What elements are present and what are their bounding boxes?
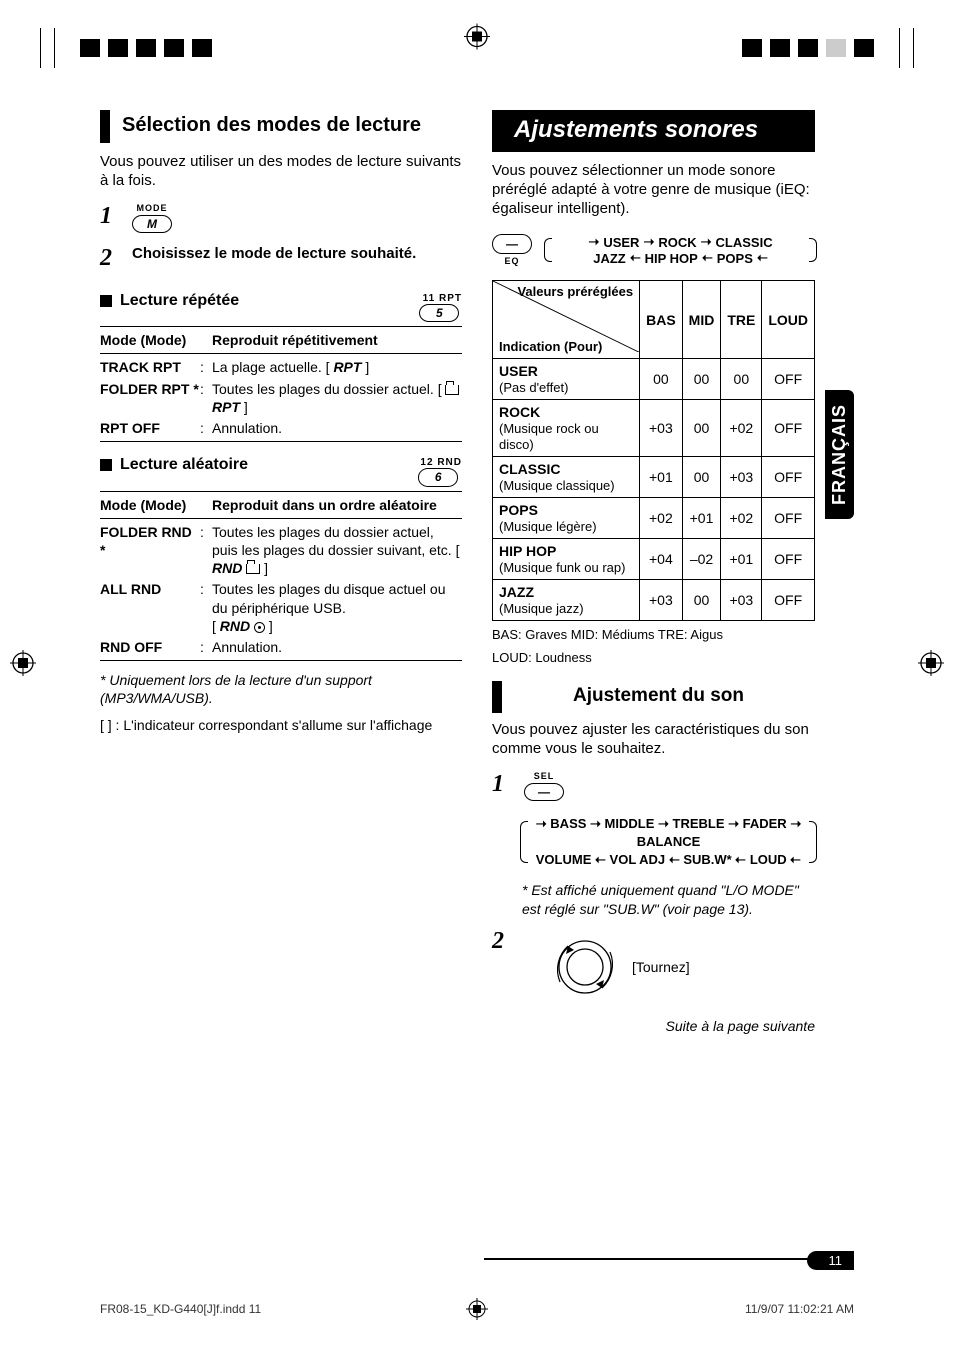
side-registration-icon (918, 650, 944, 679)
disc-icon (254, 622, 265, 633)
repeat-title: Lecture répétée (120, 292, 239, 309)
eq-preset-table: Valeurs préréglées Indication (Pour) BAS… (492, 280, 815, 621)
step-1: 1 MODE M (100, 203, 462, 233)
mode-button-graphic: MODE M (132, 203, 172, 233)
language-tab: FRANÇAIS (825, 390, 854, 519)
section-heading-playback-modes: Sélection des modes de lecture (100, 110, 462, 143)
table-row: ROCK(Musique rock ou disco)+0300+02OFF (493, 400, 815, 457)
table-row: RND OFF: Annulation. (100, 638, 462, 656)
heading-text: Sélection des modes de lecture (122, 114, 462, 137)
step-2-turn: 2 [Tournez] (492, 928, 815, 1002)
footer-left: FR08-15_KD-G440[J]f.indd 11 (100, 1302, 261, 1316)
table-row: FOLDER RPT *: Toutes les plages du dossi… (100, 380, 462, 416)
subsection-heading-adjust: Ajustement du son (492, 681, 815, 713)
step-2: 2 Choisissez le mode de lecture souhaité… (100, 245, 462, 272)
eq-cycle-diagram: — EQ ➝ USER➝ ROCK➝ CLASSIC JAZZ ➝ HIP HO… (492, 230, 815, 270)
table-row: ALL RND: Toutes les plages du disque act… (100, 580, 462, 635)
intro-text: Vous pouvez utiliser un des modes de lec… (100, 153, 462, 191)
table-row: RPT OFF: Annulation. (100, 419, 462, 437)
footnote-bracket: [ ] : L'indicateur correspondant s'allum… (100, 717, 462, 735)
diagonal-header: Valeurs préréglées Indication (Pour) (493, 281, 640, 359)
sub-intro: Vous pouvez ajuster les caractéristiques… (492, 721, 815, 759)
heading-text: Ajustements sonores (514, 116, 805, 144)
random-indicator: 12 RND (420, 457, 462, 468)
table-row: FOLDER RND *: Toutes les plages du dossi… (100, 523, 462, 578)
print-footer: FR08-15_KD-G440[J]f.indd 11 11/9/07 11:0… (100, 1302, 854, 1316)
table-row: POPS(Musique légère)+02+01+02OFF (493, 498, 815, 539)
footer-registration-icon (466, 1298, 488, 1323)
step-number: 1 (100, 203, 126, 230)
step-2-text: Choisissez le mode de lecture souhaité. (132, 245, 416, 262)
col-header-mode: Mode (Mode) (100, 496, 200, 514)
footer-right: 11/9/07 11:02:21 AM (745, 1302, 854, 1316)
button-5-graphic: 5 (419, 304, 459, 322)
button-6-graphic: 6 (418, 468, 458, 486)
section-heading-sound: Ajustements sonores (492, 110, 815, 152)
table-row: USER(Pas d'effet)000000OFF (493, 359, 815, 400)
step-number: 2 (100, 245, 126, 272)
table-row: TRACK RPT: La plage actuelle. [ RPT ] (100, 358, 462, 376)
col-header-plays: Reproduit dans un ordre aléatoire (212, 496, 462, 514)
page-number: 11 (807, 1251, 855, 1270)
repeat-indicator: 11 RPT (423, 293, 462, 304)
sel-button-graphic: — (524, 783, 564, 801)
center-registration-icon (464, 24, 490, 53)
step-1-sel: 1 SEL — (492, 771, 815, 801)
col-header-mode: Mode (Mode) (100, 331, 200, 349)
folder-icon (445, 385, 459, 395)
eq-legend-2: LOUD: Loudness (492, 650, 815, 667)
random-title: Lecture aléatoire (120, 456, 248, 473)
table-row: CLASSIC(Musique classique)+0100+03OFF (493, 457, 815, 498)
folder-icon (246, 564, 260, 574)
turn-label: [Tournez] (632, 959, 690, 975)
footer-rule (484, 1258, 854, 1262)
continued-text: Suite à la page suivante (492, 1018, 815, 1034)
eq-legend-1: BAS: Graves MID: Médiums TRE: Aigus (492, 627, 815, 644)
random-subheading-row: Lecture aléatoire 12 RND 6 (100, 448, 462, 486)
sound-flow-diagram: ➝ BASS ➝ MIDDLE ➝ TREBLE ➝ FADER ➝ BALAN… (522, 813, 815, 872)
repeat-subheading-row: Lecture répétée 11 RPT 5 (100, 284, 462, 322)
left-column: Sélection des modes de lecture Vous pouv… (100, 110, 462, 1242)
flow-footnote: * Est affiché uniquement quand "L/O MODE… (522, 881, 815, 917)
table-row: JAZZ(Musique jazz)+0300+03OFF (493, 580, 815, 621)
table-row: HIP HOP(Musique funk ou rap)+04–02+01OFF (493, 539, 815, 580)
col-header-plays: Reproduit répétitivement (212, 331, 462, 349)
rotary-knob-icon (550, 932, 620, 1002)
footnote-star: * Uniquement lors de la lecture d'un sup… (100, 671, 462, 707)
eq-button-graphic: — (492, 234, 532, 254)
right-column: Ajustements sonores Vous pouvez sélectio… (492, 110, 815, 1242)
side-registration-icon (10, 650, 36, 679)
intro-text: Vous pouvez sélectionner un mode sonore … (492, 162, 815, 218)
